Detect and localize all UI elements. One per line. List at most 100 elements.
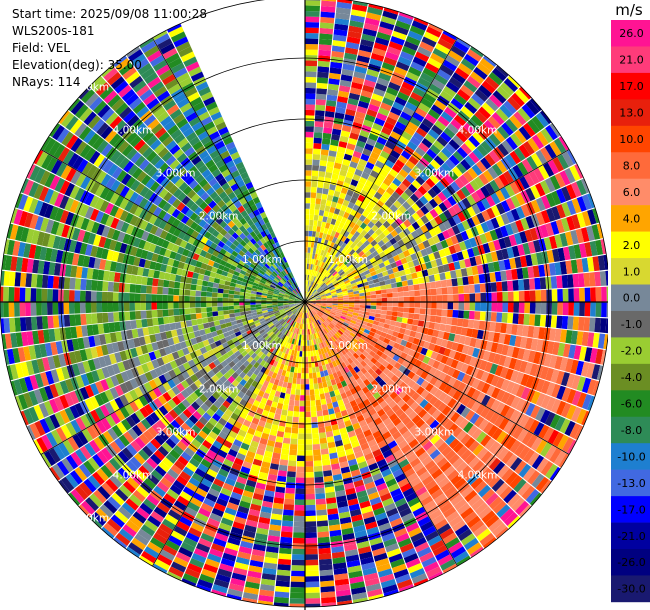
- radar-gate-cell: [312, 309, 317, 315]
- radar-gate-cell: [566, 150, 577, 165]
- radar-gate-cell: [305, 493, 315, 500]
- radar-gate-cell: [584, 242, 593, 257]
- radar-gate-cell: [399, 327, 406, 335]
- radar-gate-cell: [570, 259, 578, 274]
- radar-gate-cell: [331, 293, 338, 297]
- radar-gate-cell: [363, 119, 374, 128]
- radar-gate-cell: [441, 188, 452, 199]
- radar-gate-cell: [407, 388, 416, 398]
- radar-gate-cell: [397, 239, 405, 247]
- radar-gate-cell: [475, 224, 485, 235]
- radar-gate-cell: [202, 317, 209, 324]
- radar-gate-cell: [388, 400, 397, 409]
- radar-gate-cell: [525, 489, 540, 504]
- radar-gate-cell: [473, 320, 480, 330]
- radar-gate-cell: [528, 419, 540, 434]
- radar-gate-cell: [329, 67, 342, 75]
- radar-gate-cell: [358, 338, 365, 344]
- radar-gate-cell: [332, 342, 338, 348]
- radar-gate-cell: [379, 280, 386, 286]
- radar-gate-cell: [460, 230, 469, 241]
- radar-gate-cell: [463, 537, 479, 551]
- radar-gate-cell: [464, 155, 476, 167]
- radar-gate-cell: [283, 504, 294, 511]
- radar-gate-cell: [595, 302, 602, 317]
- radar-gate-cell: [353, 71, 366, 80]
- radar-gate-cell: [453, 294, 459, 302]
- radar-gate-cell: [506, 247, 515, 259]
- radar-gate-cell: [428, 509, 443, 521]
- radar-gate-cell: [343, 211, 350, 219]
- radar-gate-cell: [378, 322, 385, 328]
- radar-gate-cell: [439, 502, 454, 514]
- radar-gate-cell: [207, 316, 214, 323]
- radar-gate-cell: [381, 297, 388, 302]
- radar-gate-cell: [492, 90, 507, 104]
- radar-gate-cell: [510, 133, 523, 147]
- radar-gate-cell: [344, 319, 351, 325]
- radar-gate-cell: [553, 138, 567, 154]
- radar-gate-cell: [487, 475, 501, 488]
- radar-gate-cell: [458, 294, 465, 302]
- radar-gate-cell: [432, 266, 440, 275]
- radar-gate-cell: [330, 329, 336, 335]
- radar-gate-cell: [376, 31, 391, 41]
- radar-gate-cell: [522, 122, 536, 137]
- radar-gate-cell: [527, 451, 540, 467]
- radar-gate-cell: [509, 257, 517, 269]
- radar-gate-cell: [373, 264, 381, 271]
- radar-gate-cell: [383, 121, 395, 131]
- radar-gate-cell: [495, 526, 509, 539]
- radar-gate-cell: [318, 547, 331, 555]
- radar-gate-cell: [475, 293, 481, 302]
- radar-gate-cell: [427, 188, 438, 199]
- radar-gate-cell: [297, 455, 305, 462]
- radar-gate-cell: [491, 205, 501, 217]
- radar-gate-cell: [330, 310, 337, 314]
- radar-gate-cell: [299, 400, 305, 407]
- radar-gate-cell: [315, 304, 322, 307]
- radar-gate-cell: [405, 323, 413, 331]
- radar-gate-cell: [549, 175, 561, 190]
- radar-gate-cell: [289, 598, 305, 604]
- radar-gate-cell: [342, 158, 351, 167]
- radar-gate-cell: [389, 359, 397, 367]
- radar-gate-cell: [413, 284, 420, 291]
- radar-gate-cell: [463, 122, 476, 135]
- radar-gate-cell: [292, 422, 299, 429]
- radar-gate-cell: [427, 108, 441, 120]
- radar-gate-cell: [404, 268, 411, 275]
- radar-gate-cell: [521, 431, 533, 446]
- radar-gate-cell: [368, 315, 375, 321]
- radar-gate-cell: [442, 395, 453, 405]
- radar-gate-cell: [310, 281, 313, 287]
- radar-gate-cell: [397, 286, 404, 293]
- radar-gate-cell: [335, 288, 342, 292]
- radar-gate-cell: [467, 167, 478, 180]
- radar-gate-cell: [460, 327, 468, 336]
- radar-gate-cell: [337, 278, 343, 283]
- radar-gate-cell: [486, 385, 496, 397]
- radar-gate-cell: [315, 487, 325, 494]
- radar-gate-cell: [501, 468, 514, 482]
- radar-gate-cell: [399, 373, 407, 382]
- radar-gate-cell: [466, 194, 476, 206]
- radar-gate-cell: [368, 331, 376, 337]
- radar-gate-cell: [398, 168, 409, 179]
- radar-gate-cell: [546, 382, 556, 396]
- radar-gate-cell: [305, 389, 310, 396]
- radar-gate-cell: [305, 65, 317, 72]
- radar-gate-cell: [378, 276, 385, 282]
- radar-gate-cell: [453, 93, 467, 106]
- radar-gate-cell: [384, 435, 395, 445]
- radar-gate-cell: [315, 300, 322, 302]
- radar-gate-cell: [343, 331, 350, 337]
- radar-gate-cell: [580, 361, 590, 377]
- radar-gate-cell: [358, 310, 365, 315]
- radar-gate-cell: [310, 303, 316, 305]
- radar-gate-cell: [581, 257, 589, 273]
- radar-gate-cell: [509, 409, 520, 423]
- radar-gate-cell: [566, 216, 576, 231]
- radar-gate-cell: [349, 277, 356, 282]
